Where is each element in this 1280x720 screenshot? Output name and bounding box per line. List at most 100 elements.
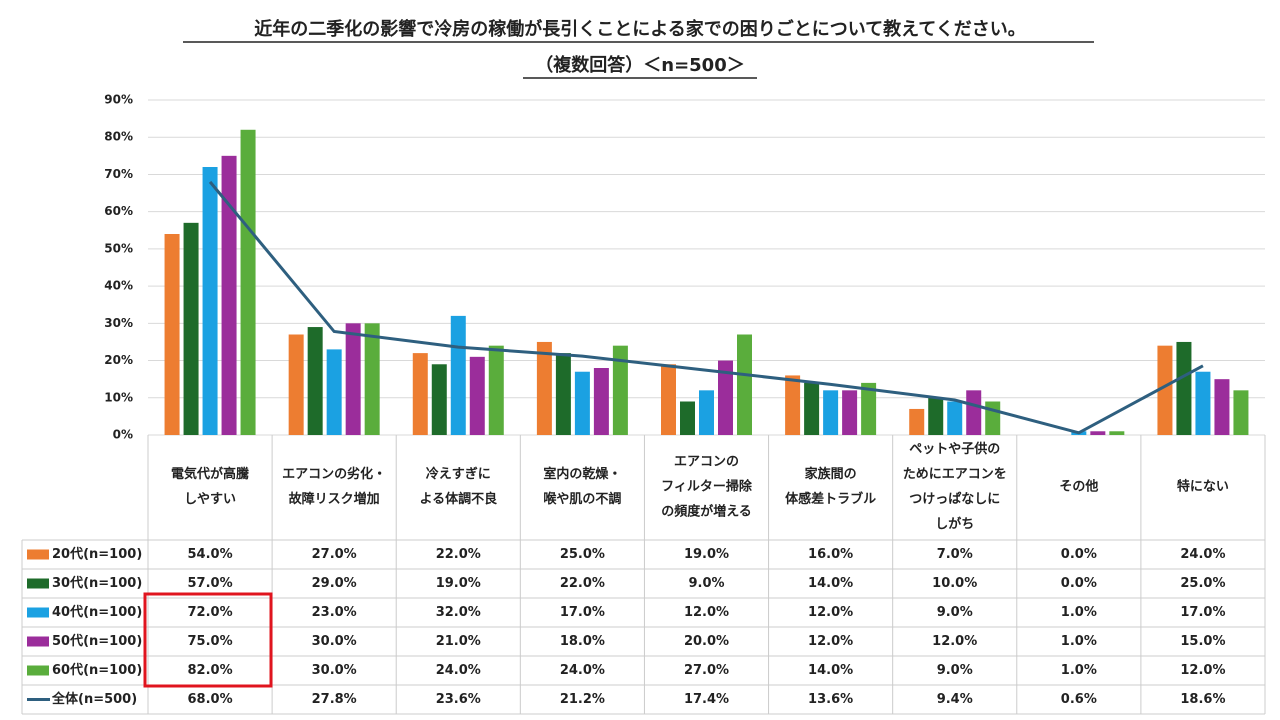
bar bbox=[947, 401, 963, 435]
y-tick-label: 50% bbox=[104, 241, 133, 255]
value-label: 27.0% bbox=[684, 663, 729, 678]
y-tick-label: 60% bbox=[104, 204, 133, 218]
y-tick-label: 10% bbox=[104, 390, 133, 404]
bar bbox=[661, 364, 676, 435]
value-label: 12.0% bbox=[808, 605, 853, 620]
bar bbox=[842, 390, 858, 435]
value-label: 12.0% bbox=[932, 634, 977, 649]
bar bbox=[985, 401, 1001, 435]
value-label: 23.0% bbox=[312, 605, 357, 620]
bar bbox=[680, 401, 695, 435]
value-label: 1.0% bbox=[1061, 605, 1097, 620]
category-label: の頻度が増える bbox=[661, 504, 752, 520]
bar bbox=[823, 390, 839, 435]
value-label: 75.0% bbox=[188, 634, 233, 649]
bar bbox=[555, 353, 571, 435]
value-label: 30.0% bbox=[312, 634, 357, 649]
value-label: 27.0% bbox=[312, 547, 357, 562]
chart-title: 近年の二季化の影響で冷房の稼働が長引くことによる家での困りごとについて教えてくだ… bbox=[254, 18, 1025, 40]
value-label: 0.0% bbox=[1061, 547, 1097, 562]
bar bbox=[861, 382, 877, 435]
bar bbox=[1176, 341, 1192, 435]
y-tick-label: 90% bbox=[104, 93, 133, 107]
value-label: 30.0% bbox=[312, 663, 357, 678]
value-label: 27.8% bbox=[312, 692, 357, 707]
value-label: 54.0% bbox=[188, 547, 233, 562]
category-label: 室内の乾燥・ bbox=[543, 466, 621, 482]
bar bbox=[450, 315, 466, 435]
category-label: ペットや子供の bbox=[909, 441, 1000, 457]
value-label: 15.0% bbox=[1180, 634, 1225, 649]
value-label: 1.0% bbox=[1061, 663, 1097, 678]
bar bbox=[1157, 345, 1173, 435]
bar bbox=[718, 360, 733, 435]
value-label: 57.0% bbox=[188, 576, 233, 591]
category-label: 喉や肌の不調 bbox=[543, 491, 621, 507]
highlight-box bbox=[143, 592, 273, 688]
value-label: 20.0% bbox=[684, 634, 729, 649]
bar bbox=[1214, 379, 1230, 435]
bar bbox=[345, 323, 361, 435]
value-label: 24.0% bbox=[436, 663, 481, 678]
bar bbox=[574, 371, 590, 435]
value-label: 72.0% bbox=[188, 605, 233, 620]
bar bbox=[221, 155, 237, 436]
value-label: 21.2% bbox=[560, 692, 605, 707]
bar bbox=[1233, 390, 1249, 435]
value-label: 82.0% bbox=[188, 663, 233, 678]
category-label: エアコンの劣化・ bbox=[282, 466, 386, 482]
category-label: 体感差トラブル bbox=[785, 491, 876, 507]
legend-symbol bbox=[27, 636, 49, 647]
category-label: しやすい bbox=[184, 492, 236, 507]
value-label: 24.0% bbox=[1180, 547, 1225, 562]
value-label: 19.0% bbox=[684, 547, 729, 562]
value-label: 1.0% bbox=[1061, 634, 1097, 649]
bar bbox=[1109, 431, 1125, 435]
legend-symbol bbox=[27, 665, 49, 676]
y-tick-label: 20% bbox=[104, 353, 133, 367]
category-label: しがち bbox=[935, 516, 974, 532]
chart-subtitle: （複数回答）＜n=500＞ bbox=[535, 54, 744, 76]
legend-symbol bbox=[27, 549, 49, 560]
value-label: 68.0% bbox=[188, 692, 233, 707]
value-label: 18.0% bbox=[560, 634, 605, 649]
value-label: 19.0% bbox=[436, 576, 481, 591]
value-label: 25.0% bbox=[1180, 576, 1225, 591]
value-label: 17.0% bbox=[1180, 605, 1225, 620]
value-label: 16.0% bbox=[808, 547, 853, 562]
bar bbox=[1090, 431, 1106, 435]
legend-label: 60代(n=100) bbox=[52, 662, 142, 678]
legend-label: 30代(n=100) bbox=[52, 575, 142, 591]
legend-label: 全体(n=500) bbox=[51, 691, 137, 707]
value-label: 21.0% bbox=[436, 634, 481, 649]
bar bbox=[612, 345, 628, 435]
bar bbox=[202, 167, 218, 435]
legend-label: 40代(n=100) bbox=[52, 604, 142, 620]
bar bbox=[183, 222, 199, 435]
category-label: その他 bbox=[1059, 479, 1098, 495]
bar bbox=[966, 390, 982, 435]
category-label: よる体調不良 bbox=[419, 491, 497, 507]
bar bbox=[288, 334, 304, 435]
value-label: 22.0% bbox=[436, 547, 481, 562]
value-label: 17.0% bbox=[560, 605, 605, 620]
bar bbox=[536, 341, 552, 435]
value-label: 7.0% bbox=[937, 547, 973, 562]
y-tick-label: 0% bbox=[113, 428, 133, 442]
value-label: 13.6% bbox=[808, 692, 853, 707]
bar bbox=[326, 349, 342, 435]
line-series bbox=[208, 180, 1204, 435]
bar bbox=[164, 234, 180, 435]
y-tick-label: 40% bbox=[104, 279, 133, 293]
category-label: つけっぱなしに bbox=[909, 491, 1000, 507]
category-label: 家族間の bbox=[805, 466, 857, 482]
value-label: 17.4% bbox=[684, 692, 729, 707]
bar bbox=[804, 382, 820, 435]
y-tick-label: 80% bbox=[104, 130, 133, 144]
category-label: エアコンの bbox=[674, 455, 739, 470]
value-label: 9.0% bbox=[937, 605, 973, 620]
bar bbox=[469, 356, 485, 435]
category-label: 冷えすぎに bbox=[426, 466, 491, 482]
legend-label: 50代(n=100) bbox=[52, 633, 142, 649]
value-label: 23.6% bbox=[436, 692, 481, 707]
